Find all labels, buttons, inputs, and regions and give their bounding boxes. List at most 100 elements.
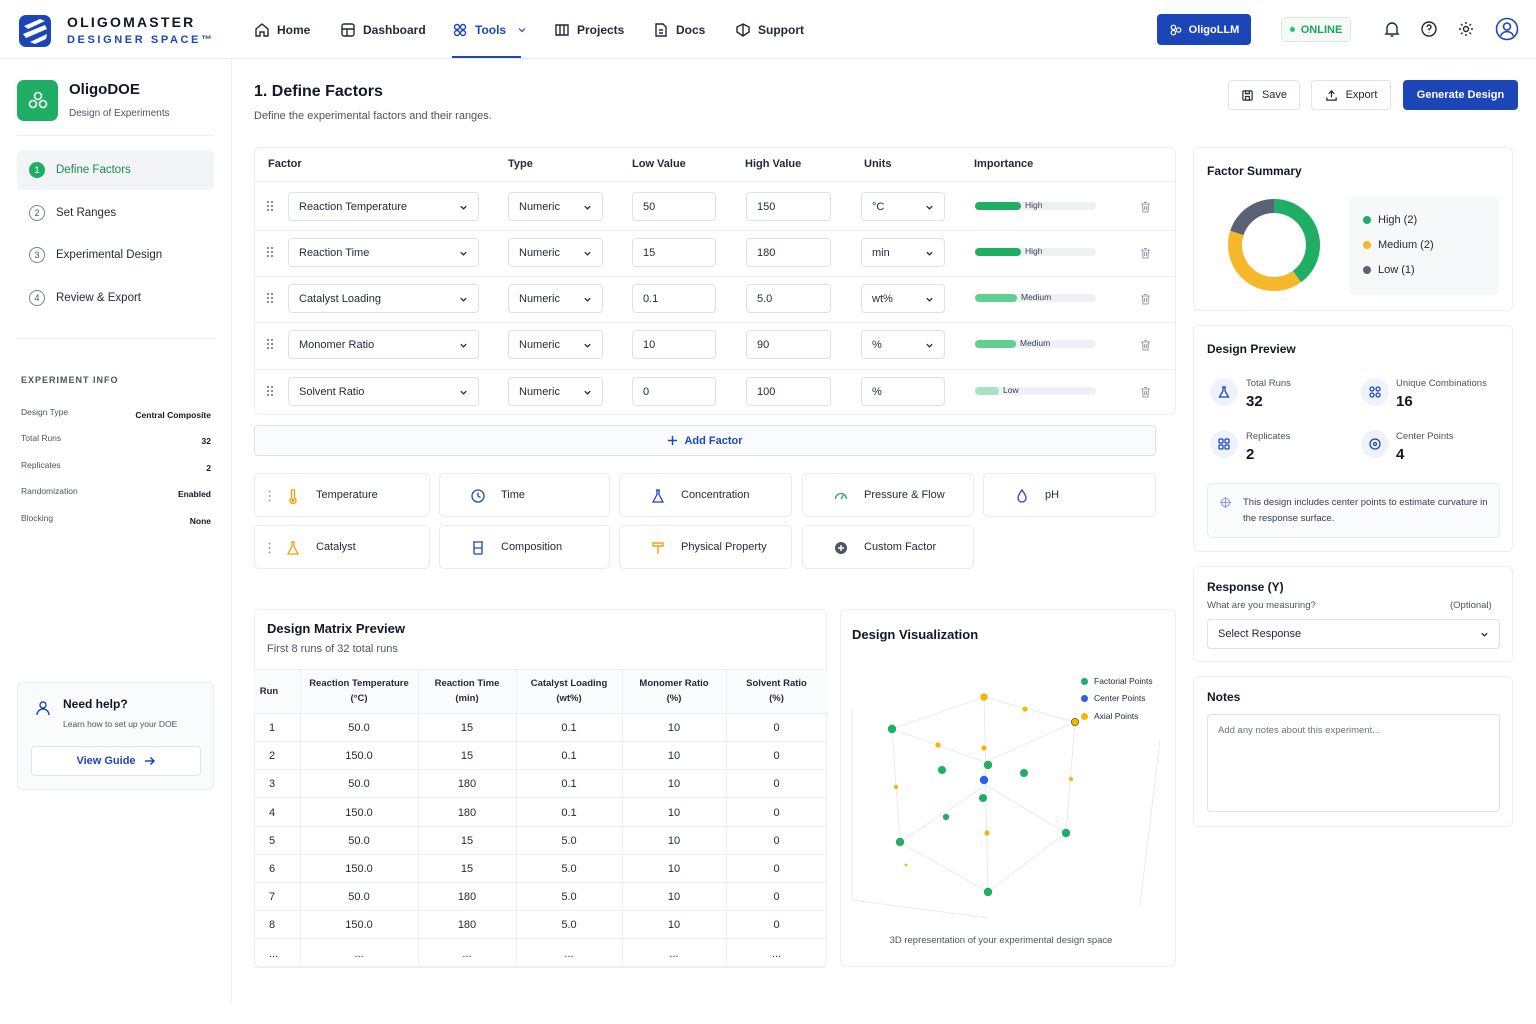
- high-value-input[interactable]: 100: [746, 377, 831, 406]
- units-select[interactable]: %: [861, 377, 945, 406]
- table-row[interactable]: [254, 742, 827, 771]
- category-chip-4[interactable]: pH: [983, 473, 1156, 517]
- table-row[interactable]: [254, 827, 827, 855]
- column-divider: [300, 669, 301, 966]
- nav-projects[interactable]: Projects: [554, 20, 624, 40]
- factor-type-select[interactable]: Numeric: [508, 284, 603, 313]
- importance-bar[interactable]: High: [975, 200, 1096, 210]
- export-button[interactable]: Export: [1311, 80, 1391, 110]
- matrix-cell: ...: [354, 947, 364, 960]
- nav-home[interactable]: Home: [254, 20, 310, 40]
- matrix-col-header: Solvent Ratio (%): [726, 676, 827, 706]
- units-select[interactable]: min: [861, 238, 945, 267]
- importance-bar[interactable]: Low: [975, 385, 1096, 395]
- high-value-input[interactable]: 90: [746, 330, 831, 359]
- donut-slice-2[interactable]: [1230, 199, 1275, 236]
- factor-type-select[interactable]: Numeric: [508, 238, 603, 267]
- step-review-export[interactable]: 4 Review & Export: [17, 278, 214, 318]
- matrix-subtitle: First 8 runs of 32 total runs: [267, 643, 398, 655]
- table-row[interactable]: [254, 883, 827, 912]
- molecule-icon: [28, 91, 47, 108]
- matrix-cell: ...: [669, 947, 679, 960]
- low-value-input[interactable]: 50: [632, 192, 716, 221]
- drag-handle-icon[interactable]: [266, 385, 274, 397]
- docs-icon: [655, 23, 667, 37]
- high-value-input[interactable]: 180: [746, 238, 831, 267]
- table-row[interactable]: [254, 770, 827, 799]
- importance-bar[interactable]: Medium: [975, 292, 1096, 302]
- donut-slice-0[interactable]: [1273, 199, 1320, 283]
- nav-dashboard[interactable]: Dashboard: [340, 20, 426, 40]
- category-chip-6[interactable]: Composition: [439, 525, 610, 569]
- importance-label: High: [1025, 246, 1043, 256]
- table-row[interactable]: [254, 911, 827, 940]
- units-select[interactable]: %: [861, 330, 945, 359]
- factor-name-select[interactable]: Monomer Ratio: [288, 330, 479, 359]
- factor-type-select[interactable]: Numeric: [508, 330, 603, 359]
- nav-tools[interactable]: Tools: [452, 20, 528, 40]
- factor-name-select[interactable]: Solvent Ratio: [288, 377, 479, 406]
- trash-icon[interactable]: [1140, 386, 1151, 398]
- notes-textarea[interactable]: Add any notes about this experiment...: [1207, 714, 1500, 812]
- drag-handle-icon[interactable]: [266, 246, 274, 258]
- step-define-factors[interactable]: 1 Define Factors: [17, 150, 214, 190]
- nav-docs[interactable]: Docs: [653, 20, 705, 40]
- table-row[interactable]: [254, 714, 827, 742]
- generate-design-button[interactable]: Generate Design: [1403, 80, 1518, 110]
- factor-summary-donut-chart[interactable]: [1226, 197, 1322, 293]
- category-chip-3[interactable]: Pressure & Flow: [802, 473, 974, 517]
- units-select[interactable]: wt%: [861, 284, 945, 313]
- response-select[interactable]: Select Response: [1207, 619, 1500, 649]
- low-value-input[interactable]: 0: [632, 377, 716, 406]
- drag-handle-icon[interactable]: [266, 292, 274, 304]
- importance-bar[interactable]: Medium: [975, 338, 1096, 348]
- drag-handle-icon[interactable]: [266, 200, 274, 212]
- design-space-3d-plot[interactable]: [845, 660, 1170, 930]
- donut-slice-1[interactable]: [1228, 230, 1302, 291]
- view-guide-label: View Guide: [76, 755, 136, 767]
- low-value-input[interactable]: 15: [632, 238, 716, 267]
- matrix-cell: 50.0: [348, 891, 370, 904]
- table-row[interactable]: [254, 855, 827, 883]
- nav-tools-label: Tools: [475, 23, 507, 37]
- oligomaster-logo-icon[interactable]: [18, 14, 52, 48]
- category-chip-0[interactable]: Temperature: [254, 473, 430, 517]
- category-chip-1[interactable]: Time: [439, 473, 610, 517]
- info-row-blocking: Blocking None: [21, 513, 211, 526]
- factor-name-select[interactable]: Reaction Time: [288, 238, 479, 267]
- oligollm-button[interactable]: OligoLLM: [1157, 14, 1251, 45]
- bell-icon[interactable]: [1383, 20, 1401, 38]
- factor-type-select[interactable]: Numeric: [508, 377, 603, 406]
- trash-icon[interactable]: [1140, 201, 1151, 213]
- category-chip-2[interactable]: Concentration: [619, 473, 792, 517]
- factor-name-select[interactable]: Catalyst Loading: [288, 284, 479, 313]
- avatar-icon[interactable]: [1495, 17, 1519, 41]
- matrix-cell: 0.1: [561, 778, 577, 791]
- trash-icon[interactable]: [1140, 339, 1151, 351]
- factor-type-select[interactable]: Numeric: [508, 192, 603, 221]
- nav-support[interactable]: Support: [735, 20, 804, 40]
- low-value-input[interactable]: 10: [632, 330, 716, 359]
- drag-handle-icon[interactable]: [266, 338, 274, 350]
- table-row[interactable]: [254, 799, 827, 827]
- low-value-input[interactable]: 0.1: [632, 284, 716, 313]
- importance-bar[interactable]: High: [975, 246, 1096, 256]
- view-guide-button[interactable]: View Guide: [31, 746, 201, 776]
- trash-icon[interactable]: [1140, 293, 1151, 305]
- step-experimental-design[interactable]: 3 Experimental Design: [17, 235, 214, 275]
- category-chip-5[interactable]: Catalyst: [254, 525, 430, 569]
- table-row[interactable]: [254, 940, 827, 968]
- step-set-ranges[interactable]: 2 Set Ranges: [17, 193, 214, 233]
- save-button[interactable]: Save: [1228, 80, 1300, 110]
- help-icon[interactable]: [1420, 20, 1438, 38]
- trash-icon[interactable]: [1140, 247, 1151, 259]
- high-value-input[interactable]: 5.0: [746, 284, 831, 313]
- factor-name-select[interactable]: Reaction Temperature: [288, 192, 479, 221]
- high-value-input[interactable]: 150: [746, 192, 831, 221]
- category-chip-8[interactable]: Custom Factor: [802, 525, 974, 569]
- chevron-down-icon: [584, 251, 591, 256]
- category-chip-7[interactable]: Physical Property: [619, 525, 792, 569]
- units-select[interactable]: °C: [861, 192, 945, 221]
- add-factor-button[interactable]: Add Factor: [254, 425, 1156, 456]
- gear-icon[interactable]: [1457, 20, 1475, 38]
